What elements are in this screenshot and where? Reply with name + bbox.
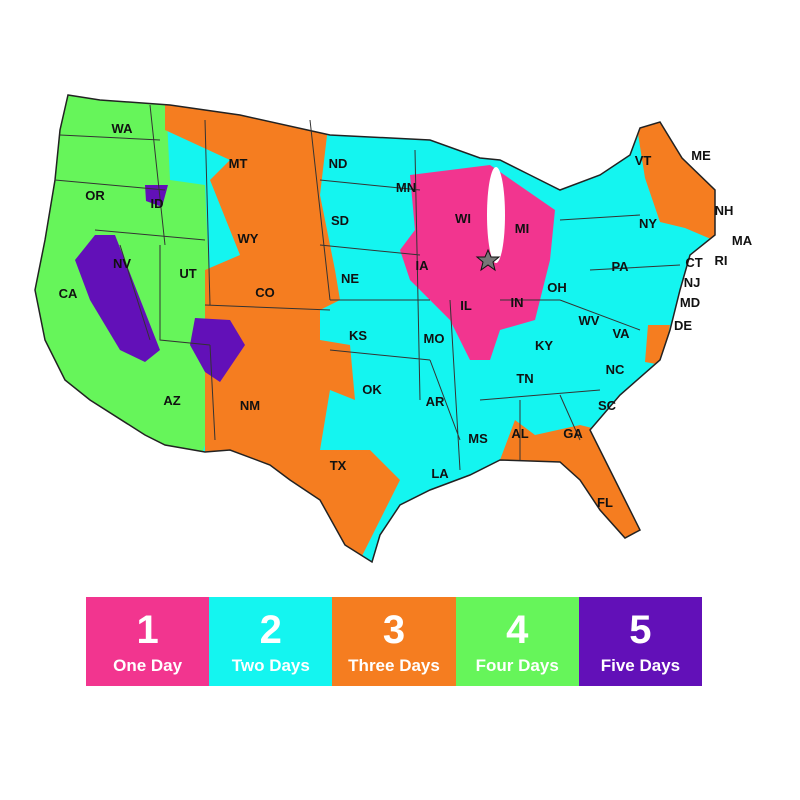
zone-3-region-southeast: [500, 420, 645, 545]
state-label-pa: PA: [611, 259, 629, 274]
state-label-ok: OK: [362, 382, 382, 397]
state-label-wy: WY: [238, 231, 259, 246]
state-label-il: IL: [460, 298, 472, 313]
state-label-nc: NC: [606, 362, 625, 377]
state-label-la: LA: [431, 466, 449, 481]
state-label-mt: MT: [229, 156, 248, 171]
legend-item-5: 5 Five Days: [578, 597, 703, 686]
legend-label: One Day: [113, 655, 183, 675]
state-borders: [54, 104, 681, 471]
state-label-or: OR: [85, 188, 105, 203]
lake-michigan: [487, 167, 505, 263]
state-label-va: VA: [612, 326, 630, 341]
zone-5-region-idaho: [145, 185, 168, 207]
state-label-oh: OH: [547, 280, 567, 295]
state-label-fl: FL: [597, 495, 613, 510]
legend-number: 2: [259, 607, 282, 652]
state-label-ri: RI: [715, 253, 728, 268]
legend-number: 1: [136, 607, 159, 652]
state-label-in: IN: [511, 295, 524, 310]
state-label-ut: UT: [179, 266, 196, 281]
zone-3-region-west: [165, 95, 400, 560]
state-label-tx: TX: [330, 458, 347, 473]
legend-label: Three Days: [348, 655, 440, 675]
zone-1-region: [400, 165, 555, 360]
state-label-al: AL: [511, 426, 528, 441]
state-label-sd: SD: [331, 213, 349, 228]
legend-number: 4: [506, 607, 529, 652]
legend: 1 One Day 2 Two Days 3 Three Days 4 Four Day…: [86, 597, 703, 686]
state-label-ca: CA: [59, 286, 78, 301]
legend-label: Five Days: [600, 655, 681, 675]
state-label-mi: MI: [515, 221, 529, 236]
state-label-ky: KY: [535, 338, 553, 353]
state-label-mo: MO: [424, 331, 445, 346]
state-label-vt: VT: [635, 153, 652, 168]
state-label-mn: MN: [396, 180, 416, 195]
state-label-nv: NV: [113, 256, 131, 271]
state-label-nh: NH: [715, 203, 734, 218]
state-label-ma: MA: [732, 233, 753, 248]
state-label-nj: NJ: [684, 275, 701, 290]
legend-item-2: 2 Two Days: [209, 597, 333, 686]
zone-5-region-nevada: [75, 235, 160, 362]
legend-label: Two Days: [231, 655, 310, 675]
state-label-tn: TN: [516, 371, 533, 386]
state-label-wa: WA: [112, 121, 134, 136]
state-label-nm: NM: [240, 398, 260, 413]
legend-number: 3: [382, 607, 406, 652]
state-label-nd: ND: [329, 156, 348, 171]
state-label-ne: NE: [341, 271, 359, 286]
state-label-ny: NY: [639, 216, 657, 231]
legend-item-1: 1 One Day: [86, 597, 210, 686]
state-label-id: ID: [151, 196, 164, 211]
state-label-wv: WV: [579, 313, 600, 328]
state-label-co: CO: [255, 285, 275, 300]
state-label-md: MD: [680, 295, 700, 310]
legend-item-3: 3 Three Days: [332, 597, 456, 686]
state-label-de: DE: [674, 318, 692, 333]
legend-item-4: 4 Four Days: [455, 597, 579, 686]
state-label-ia: IA: [416, 258, 430, 273]
state-label-wi: WI: [455, 211, 471, 226]
legend-number: 5: [629, 607, 652, 652]
state-label-az: AZ: [163, 393, 180, 408]
us-delivery-map: WA OR CA NV ID MT WY UT AZ CO NM ND SD NE KS OK TX MN IA MO…: [34, 94, 753, 563]
state-label-sc: SC: [598, 398, 617, 413]
star-icon: [475, 248, 501, 272]
legend-label: Four Days: [475, 655, 559, 675]
state-label-ks: KS: [349, 328, 367, 343]
state-label-ga: GA: [563, 426, 583, 441]
state-label-me: ME: [691, 148, 711, 163]
state-label-ar: AR: [426, 394, 445, 409]
state-label-ms: MS: [468, 431, 488, 446]
zone-5-region-utah: [190, 318, 245, 382]
state-label-ct: CT: [685, 255, 702, 270]
zone-3-region-coast: [645, 325, 670, 365]
